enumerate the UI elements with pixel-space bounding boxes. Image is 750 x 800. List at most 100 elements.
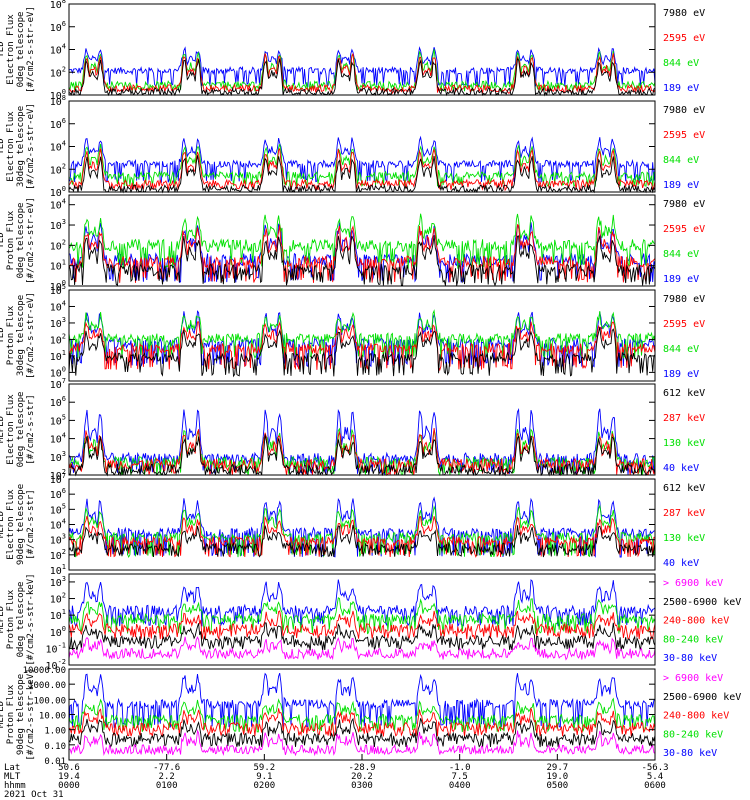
legend-label: 130 keV xyxy=(663,533,705,544)
y-tick-label: 100 xyxy=(50,88,66,102)
x-row-label: MLT xyxy=(4,772,21,782)
x-tick-label: 0300 xyxy=(351,781,373,791)
y-tick-label: 0.01 xyxy=(44,757,66,767)
panel-frame xyxy=(68,289,656,382)
y-axis-label: TEDElectron Flux30deg telescope[#/cm2-s-… xyxy=(0,103,36,190)
legend-label: 7980 eV xyxy=(663,105,705,116)
series-line-ted-electron-30deg-1 xyxy=(68,143,656,188)
y-tick-label: 107 xyxy=(50,472,66,486)
legend-label: 2595 eV xyxy=(663,33,705,44)
series-line-ted-proton-30deg-3 xyxy=(68,327,656,378)
legend-label: 40 keV xyxy=(663,463,699,474)
y-tick-label: 102 xyxy=(50,162,66,176)
x-tick-label: 50.6 xyxy=(58,763,80,773)
y-tick-label: 105 xyxy=(50,413,66,427)
x-tick-label: 9.1 xyxy=(256,772,272,782)
x-row-label: hhmm xyxy=(4,781,26,791)
y-axis-label: TEDProton Flux30deg telescope[#/cm2-s-st… xyxy=(0,292,36,379)
series-line-meped-electron-0deg-3 xyxy=(68,434,656,477)
legend-label: 80-240 keV xyxy=(663,729,723,740)
legend-label: 2500-6900 keV xyxy=(663,597,741,608)
y-tick-label: 104 xyxy=(50,198,66,212)
x-tick-label: 0500 xyxy=(546,781,568,791)
panel-ted-proton-30deg: 100 101 102 103 104 105 TEDProton Flux30deg te… xyxy=(0,283,705,382)
y-tick-label: 105 xyxy=(50,283,66,297)
y-tick-label: 106 xyxy=(50,117,66,131)
y-tick-label: 10-2 xyxy=(46,658,66,672)
panel-ted-proton-0deg: 100 101 102 103 104 TEDProton Flux0deg telesc… xyxy=(0,194,705,293)
series-line-ted-electron-0deg-0 xyxy=(68,46,656,88)
legend-label: 40 keV xyxy=(663,558,699,569)
x-tick-label: -77.6 xyxy=(153,763,180,773)
legend-label: 844 eV xyxy=(663,344,699,355)
legend-label: 240-800 keV xyxy=(663,616,729,627)
y-tick-label: 104 xyxy=(50,518,66,532)
x-tick-label: 0600 xyxy=(644,781,666,791)
y-tick-label: 1.00 xyxy=(44,727,66,737)
legend-label: 612 keV xyxy=(663,388,705,399)
y-tick-label: 104 xyxy=(50,43,66,57)
y-tick-label: 102 xyxy=(50,238,66,252)
x-tick-label: 0100 xyxy=(156,781,178,791)
date-label: 2021 Oct 31 xyxy=(4,790,64,800)
y-tick-label: 104 xyxy=(50,140,66,154)
legend-label: 287 keV xyxy=(663,413,705,424)
legend-label: 7980 eV xyxy=(663,294,705,305)
panel-frame xyxy=(68,668,656,761)
y-tick-label: 103 xyxy=(50,316,66,330)
series-line-meped-electron-90deg-0 xyxy=(68,496,655,558)
x-tick-label: 19.0 xyxy=(546,772,568,782)
legend-label: 2500-6900 keV xyxy=(663,692,741,703)
series-line-ted-electron-0deg-3 xyxy=(68,57,656,97)
y-tick-label: 102 xyxy=(50,332,66,346)
panel-meped-proton-90deg: 0.01 0.10 1.00 10.00 100.00 1000.00 10000.00ME… xyxy=(0,666,741,767)
legend-label: 844 eV xyxy=(663,58,699,69)
y-axis-label: MEPEDProton Flux0deg telescope[#/cm2-s-s… xyxy=(0,573,36,665)
panel-frame xyxy=(68,478,656,571)
y-tick-label: 106 xyxy=(50,20,66,34)
y-tick-label: 106 xyxy=(50,487,66,501)
y-tick-label: 102 xyxy=(50,592,66,606)
y-tick-label: 100 xyxy=(50,365,66,379)
y-tick-label: 10000.00 xyxy=(23,666,66,676)
y-tick-label: 0.10 xyxy=(44,742,66,752)
series-line-ted-electron-0deg-1 xyxy=(68,49,656,93)
x-tick-label: 5.4 xyxy=(647,772,663,782)
panel-meped-proton-0deg: 10-2 10-1 100 101 102 103 MEPEDProton Flux0deg… xyxy=(0,573,741,672)
y-axis-label: MEPEDProton Flux90deg telescope[#/cm2-s-… xyxy=(0,668,36,760)
legend-label: 2595 eV xyxy=(663,130,705,141)
legend-label: 612 keV xyxy=(663,483,705,494)
y-tick-label: 100.00 xyxy=(33,696,66,706)
y-tick-label: 101 xyxy=(50,349,66,363)
panel-ted-electron-0deg: 100 102 104 106 108 TEDElectron Flux0deg tele… xyxy=(0,0,705,102)
y-tick-label: 1000.00 xyxy=(28,681,66,691)
y-tick-label: 108 xyxy=(50,94,66,108)
legend-label: > 6900 keV xyxy=(663,578,723,589)
series-line-ted-proton-30deg-1 xyxy=(68,309,656,360)
y-tick-label: 100 xyxy=(50,185,66,199)
panel-ted-electron-30deg: 100 102 104 106 108 TEDElectron Flux30deg tel… xyxy=(0,94,705,199)
legend-label: 2595 eV xyxy=(663,224,705,235)
series-line-meped-proton-0deg-2 xyxy=(68,610,656,641)
series-line-meped-proton-90deg-0 xyxy=(68,672,656,729)
y-tick-label: 105 xyxy=(50,502,66,516)
series-line-ted-proton-0deg-1 xyxy=(68,213,656,270)
legend-label: 30-80 keV xyxy=(663,653,717,664)
x-tick-label: -28.9 xyxy=(348,763,375,773)
y-axis-label: TEDProton Flux0deg telescope[#/cm2-s-str… xyxy=(0,197,36,284)
series-line-meped-proton-90deg-3 xyxy=(68,717,656,748)
y-tick-label: 103 xyxy=(50,575,66,589)
series-line-meped-proton-0deg-4 xyxy=(68,636,656,661)
legend-label: 80-240 keV xyxy=(663,634,723,645)
panel-meped-electron-0deg: 102 103 104 105 106 107 MEPEDElectron Flux0deg… xyxy=(0,377,705,482)
x-row-label: Lat xyxy=(4,763,20,773)
x-tick-label: 59.2 xyxy=(253,763,275,773)
legend-label: 287 keV xyxy=(663,508,705,519)
legend-label: > 6900 keV xyxy=(663,673,723,684)
y-tick-label: 107 xyxy=(50,377,66,391)
y-tick-label: 104 xyxy=(50,299,66,313)
x-tick-label: 0200 xyxy=(253,781,275,791)
y-axis-label: TEDElectron Flux0deg telescope[#/cm2-s-s… xyxy=(0,6,36,93)
